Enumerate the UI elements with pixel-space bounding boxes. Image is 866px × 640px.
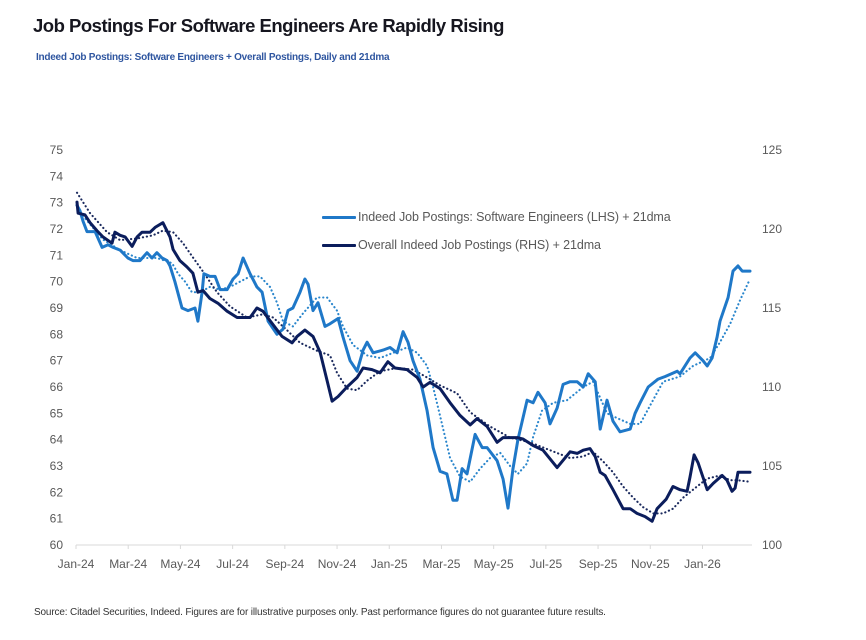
y-left-tick-label: 63	[50, 459, 64, 473]
chart-title: Job Postings For Software Engineers Are …	[33, 15, 504, 36]
source-note: Source: Citadel Securities, Indeed. Figu…	[34, 607, 606, 618]
x-tick-label: Nov-24	[318, 557, 357, 571]
legend-label: Overall Indeed Job Postings (RHS) + 21dm…	[358, 238, 601, 252]
y-left-tick-label: 73	[50, 196, 64, 210]
y-left-tick-label: 65	[50, 406, 64, 420]
x-tick-label: May-25	[474, 557, 514, 571]
series-overall-postings	[75, 200, 752, 523]
x-tick-label: Jan-25	[371, 557, 408, 571]
x-tick-label: Jan-26	[684, 557, 721, 571]
series-software-engineers	[75, 203, 752, 510]
y-left-tick-label: 75	[50, 143, 64, 157]
legend-swatch-software-engineers	[322, 215, 356, 219]
y-right-tick-label: 105	[762, 459, 782, 473]
legend-label: Indeed Job Postings: Software Engineers …	[358, 210, 671, 224]
y-right-tick-label: 120	[762, 222, 782, 236]
x-tick-label: Jul-24	[216, 557, 249, 571]
y-left-tick-label: 60	[50, 538, 64, 552]
y-right-tick-label: 115	[762, 301, 781, 315]
y-left-tick-label: 67	[50, 354, 64, 368]
y-left-tick-label: 71	[50, 248, 64, 262]
y-left-tick-label: 61	[50, 512, 64, 526]
x-tick-label: May-24	[160, 557, 200, 571]
x-tick-label: Sep-25	[579, 557, 618, 571]
y-left-tick-label: 68	[50, 327, 64, 341]
y-left-tick-label: 64	[50, 433, 64, 447]
y-left-tick-label: 74	[50, 169, 64, 183]
x-tick-label: Mar-25	[422, 557, 460, 571]
legend-item-overall-postings: Overall Indeed Job Postings (RHS) + 21dm…	[322, 236, 601, 254]
y-right-tick-label: 110	[762, 380, 781, 394]
y-left-tick-label: 69	[50, 301, 64, 315]
y-right-tick-label: 125	[762, 143, 782, 157]
series-software-engineers-21dma	[81, 214, 752, 483]
chart-subtitle: Indeed Job Postings: Software Engineers …	[36, 52, 390, 63]
legend-swatch-overall-postings	[322, 243, 356, 247]
y-left-tick-label: 72	[50, 222, 64, 236]
series-group	[75, 191, 752, 523]
y-left-tick-label: 66	[50, 380, 64, 394]
y-right-tick-label: 100	[762, 538, 782, 552]
x-tick-label: Nov-25	[631, 557, 670, 571]
x-tick-label: Sep-24	[265, 557, 304, 571]
y-left-tick-label: 62	[50, 485, 64, 499]
x-tick-label: Mar-24	[109, 557, 147, 571]
x-tick-label: Jan-24	[58, 557, 95, 571]
x-tick-label: Jul-25	[530, 557, 563, 571]
legend-item-software-engineers: Indeed Job Postings: Software Engineers …	[322, 208, 671, 226]
y-left-tick-label: 70	[50, 275, 64, 289]
axes: Jan-24 Mar-24 May-24 Jul-24 Sep-24 Nov-24 Jan-…	[50, 143, 783, 571]
